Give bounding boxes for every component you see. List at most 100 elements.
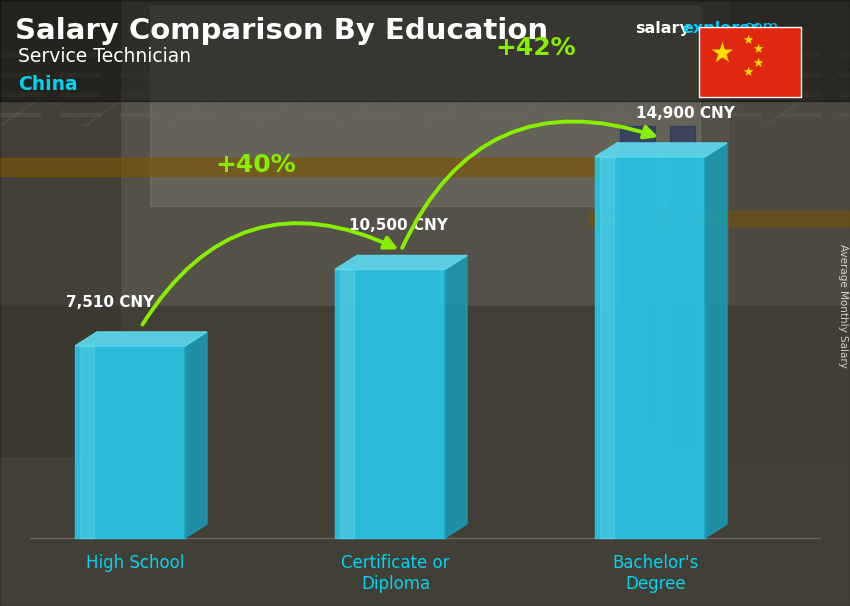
Bar	[600, 73, 640, 76]
Bar	[780, 93, 820, 96]
Bar	[420, 53, 460, 56]
Bar	[180, 93, 220, 96]
Polygon shape	[595, 143, 727, 157]
Text: 7,510 CNY: 7,510 CNY	[65, 295, 154, 310]
Bar	[0, 306, 850, 606]
Bar	[780, 73, 820, 76]
Polygon shape	[185, 332, 207, 538]
Bar	[840, 93, 850, 96]
Bar	[540, 73, 580, 76]
Bar	[620, 126, 655, 426]
Text: ★: ★	[710, 40, 734, 68]
Text: Average Monthly Salary: Average Monthly Salary	[838, 244, 848, 368]
Bar	[0, 0, 850, 306]
Text: salary: salary	[635, 21, 690, 36]
Text: High School: High School	[87, 554, 184, 572]
Bar	[180, 113, 220, 116]
Bar	[300, 93, 340, 96]
Bar	[780, 113, 820, 116]
Bar	[720, 113, 760, 116]
Bar	[540, 93, 580, 96]
Bar	[120, 113, 160, 116]
Text: .com: .com	[739, 21, 779, 36]
Bar	[480, 53, 520, 56]
Bar	[660, 113, 700, 116]
Bar	[150, 6, 700, 206]
Bar	[120, 73, 160, 76]
Bar	[590, 211, 850, 226]
Text: Bachelor's
Degree: Bachelor's Degree	[612, 554, 699, 593]
Bar	[240, 73, 280, 76]
Text: ★: ★	[742, 34, 754, 47]
Bar	[300, 73, 340, 76]
Text: China: China	[18, 76, 77, 95]
Bar	[540, 53, 580, 56]
Bar	[720, 53, 760, 56]
Text: +42%: +42%	[496, 36, 576, 60]
Text: 10,500 CNY: 10,500 CNY	[348, 218, 447, 233]
Bar	[660, 73, 700, 76]
Bar	[420, 113, 460, 116]
Bar	[600, 53, 640, 56]
Bar	[600, 157, 614, 538]
Text: ★: ★	[752, 57, 763, 70]
Polygon shape	[445, 256, 467, 538]
Bar	[240, 93, 280, 96]
Bar	[840, 113, 850, 116]
Bar	[0, 158, 600, 176]
Bar	[700, 28, 800, 96]
Bar	[300, 113, 340, 116]
Bar	[840, 73, 850, 76]
Bar	[670, 126, 695, 446]
Bar	[780, 53, 820, 56]
Bar	[60, 93, 100, 96]
Text: Salary Comparison By Education: Salary Comparison By Education	[15, 17, 548, 45]
Bar	[0, 93, 40, 96]
Bar	[540, 113, 580, 116]
Bar	[699, 27, 801, 97]
Bar	[240, 53, 280, 56]
Bar	[60, 73, 100, 76]
Text: ★: ★	[742, 67, 754, 79]
Bar	[75, 346, 185, 538]
Text: +40%: +40%	[216, 153, 297, 178]
Bar	[595, 157, 705, 538]
Bar	[600, 93, 640, 96]
Text: Certificate or
Diploma: Certificate or Diploma	[341, 554, 450, 593]
Bar	[730, 0, 850, 456]
Bar	[420, 73, 460, 76]
Bar	[80, 346, 94, 538]
Bar	[300, 53, 340, 56]
Bar	[0, 0, 120, 456]
Polygon shape	[335, 256, 467, 270]
Bar	[120, 93, 160, 96]
Bar	[720, 93, 760, 96]
Bar	[60, 113, 100, 116]
Polygon shape	[705, 143, 727, 538]
Bar	[720, 73, 760, 76]
Bar	[60, 53, 100, 56]
Bar	[120, 53, 160, 56]
Bar	[0, 73, 40, 76]
Bar	[360, 53, 400, 56]
Bar	[0, 113, 40, 116]
Text: explorer: explorer	[682, 21, 758, 36]
Bar	[335, 270, 445, 538]
Bar	[240, 113, 280, 116]
Bar	[660, 93, 700, 96]
Bar	[360, 113, 400, 116]
Bar	[0, 0, 850, 101]
Bar	[0, 53, 40, 56]
Polygon shape	[75, 332, 207, 346]
Bar	[360, 93, 400, 96]
Text: Service Technician: Service Technician	[18, 47, 191, 67]
Bar	[420, 93, 460, 96]
Bar	[840, 53, 850, 56]
Bar	[480, 113, 520, 116]
Bar	[180, 73, 220, 76]
Bar	[600, 113, 640, 116]
Text: 14,900 CNY: 14,900 CNY	[636, 106, 734, 121]
Bar	[360, 73, 400, 76]
Bar	[180, 53, 220, 56]
Bar	[340, 270, 354, 538]
